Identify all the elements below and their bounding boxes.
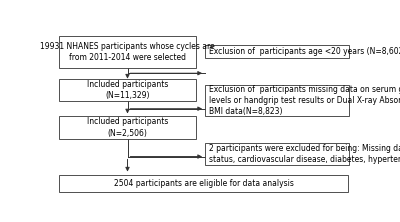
Text: Exclusion of  participants missing data on serum glucose or triglyceride
levels : Exclusion of participants missing data o…: [209, 85, 400, 116]
Text: Exclusion of  participants age <20 years (N=8,602): Exclusion of participants age <20 years …: [209, 47, 400, 56]
Text: Included participants
(N=11,329): Included participants (N=11,329): [87, 80, 168, 100]
FancyBboxPatch shape: [205, 45, 349, 58]
FancyBboxPatch shape: [59, 36, 196, 68]
Text: 19931 NHANES participants whose cycles are
from 2011-2014 were selected: 19931 NHANES participants whose cycles a…: [40, 42, 215, 62]
FancyBboxPatch shape: [205, 85, 349, 116]
Text: 2 participants were excluded for being: Missing data on smoking
status, cardiova: 2 participants were excluded for being: …: [209, 144, 400, 164]
FancyBboxPatch shape: [205, 143, 349, 165]
Text: Included participants
(N=2,506): Included participants (N=2,506): [87, 117, 168, 138]
FancyBboxPatch shape: [59, 174, 348, 192]
FancyBboxPatch shape: [59, 116, 196, 139]
Text: 2504 participants are eligible for data analysis: 2504 participants are eligible for data …: [114, 179, 293, 188]
FancyBboxPatch shape: [59, 79, 196, 101]
